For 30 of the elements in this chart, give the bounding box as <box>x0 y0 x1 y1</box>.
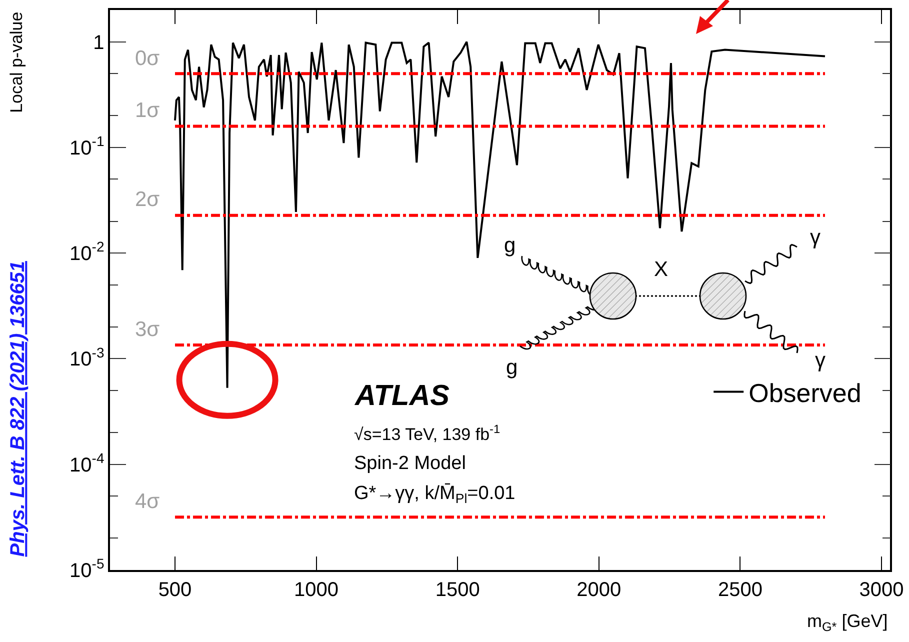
annotation: γ <box>815 349 826 372</box>
x-tick-label: 500 <box>158 578 192 601</box>
y-tick-label: 10$^{-3}$ <box>70 344 104 371</box>
x-tick-label: 2500 <box>718 578 762 601</box>
annotation: Spin-2 Model <box>354 453 466 474</box>
annotation: g <box>504 234 516 257</box>
annotation: ATLAS <box>354 380 450 412</box>
y-tick-label: 10$^{-4}$ <box>70 450 104 476</box>
ref-line-label: 1σ <box>135 99 160 122</box>
y-tick-label: 10$^{-5}$ <box>70 556 104 582</box>
x-tick-label: 1500 <box>435 578 480 601</box>
text: Observed <box>748 378 862 408</box>
y-tick-label: 1 <box>93 32 104 54</box>
text: Phys. Lett. B 822 (2021) 136651 <box>7 261 30 557</box>
annotation: γ <box>810 226 821 249</box>
annotation: X <box>654 258 668 281</box>
x-tick-label: 2000 <box>576 578 622 601</box>
ref-line-label: 3σ <box>135 318 160 341</box>
x-tick-label: 1000 <box>294 578 339 601</box>
annotation: g <box>506 356 518 379</box>
ref-line-label: 2σ <box>135 188 160 211</box>
annotation: √s=13 TeV, 139 fb$^{-1}$ <box>354 422 500 444</box>
x-axis-title: m$_{G*}$ [GeV] <box>807 611 888 634</box>
y-tick-label: 10$^{-2}$ <box>70 238 104 266</box>
y-axis-title: Local p-value <box>6 12 26 113</box>
x-tick-label: 3000 <box>859 578 904 601</box>
annotation: G*→γγ, k/M̄$_{Pl}$=0.01 <box>354 483 516 506</box>
ref-line-label: 4σ <box>135 490 160 513</box>
ref-line-label: 0σ <box>135 47 160 70</box>
y-tick-label: 10$^{-1}$ <box>70 133 104 160</box>
